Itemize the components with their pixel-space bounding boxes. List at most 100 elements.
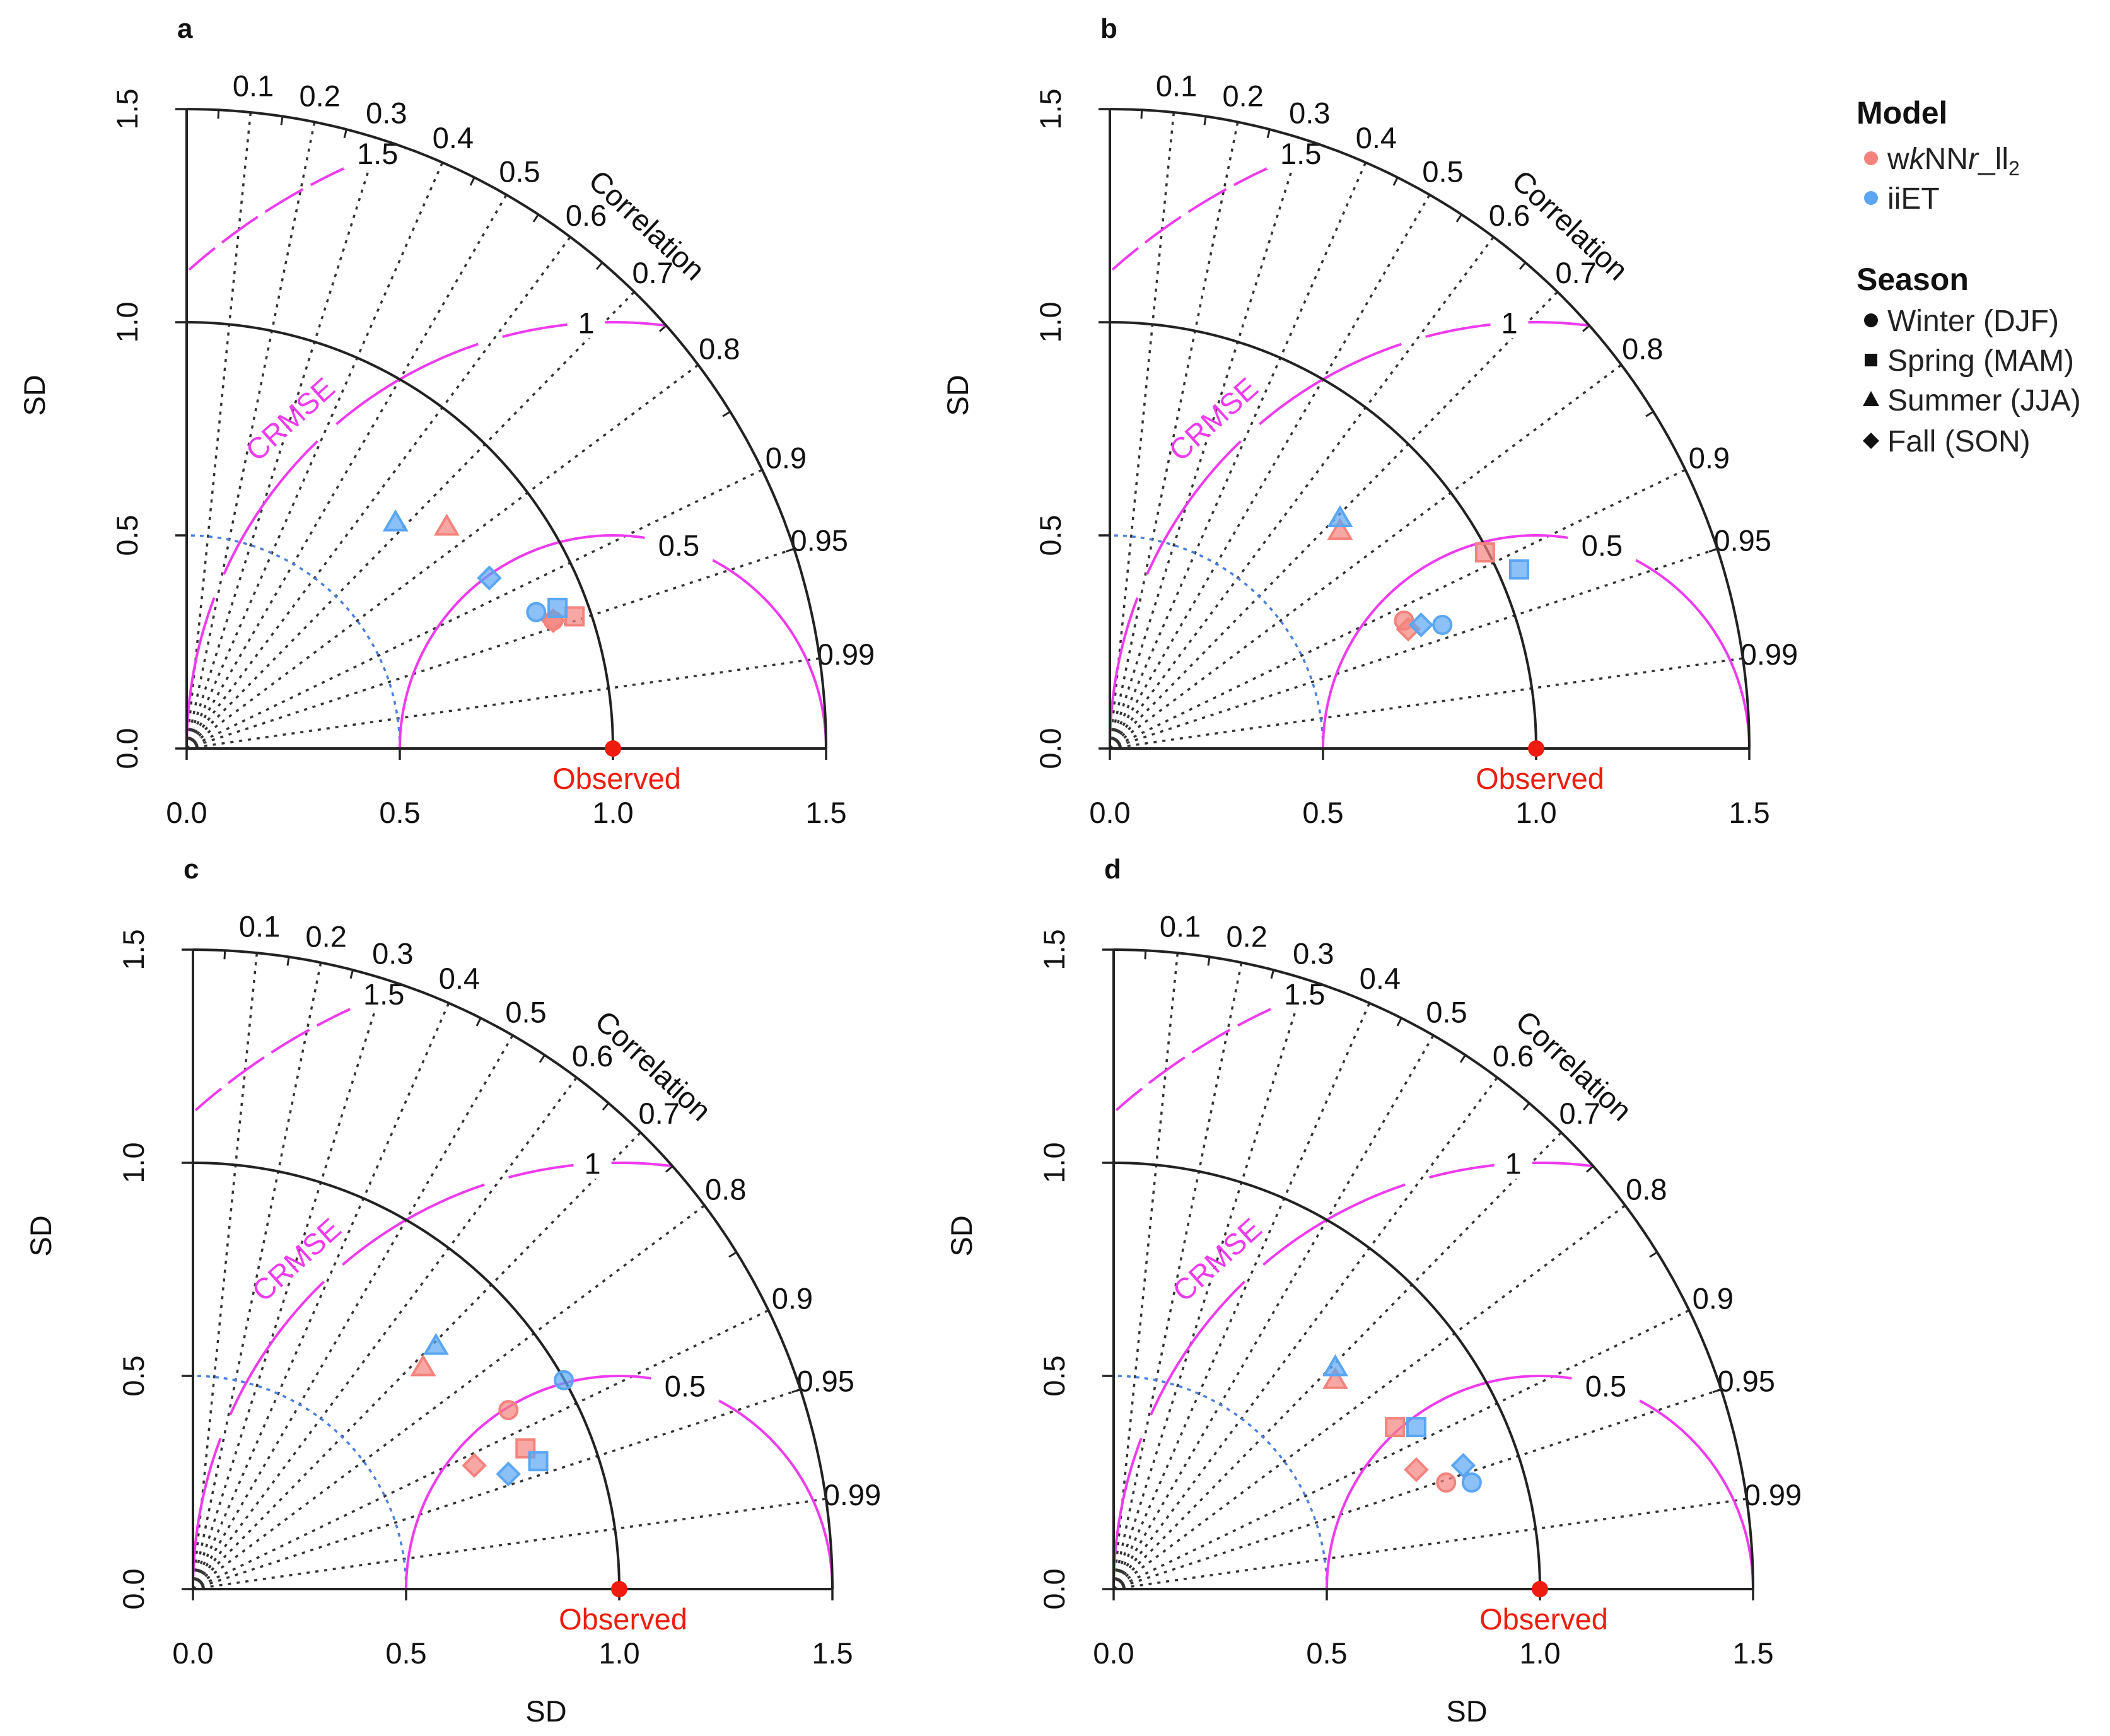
correlation-ray — [186, 547, 795, 750]
correlation-tick-label: 0.99 — [824, 1478, 881, 1512]
correlation-minor-tick — [532, 214, 539, 223]
y-tick-label: 1.5 — [110, 88, 144, 129]
crmse-contour-label: 0.5 — [1582, 529, 1623, 562]
correlation-minor-tick — [602, 1102, 610, 1111]
crmse-contour — [1112, 1162, 1592, 1589]
correlation-minor-tick — [1522, 1102, 1530, 1111]
x-tick-label: 1.0 — [598, 1636, 639, 1670]
correlation-ray — [185, 364, 699, 750]
data-point-diamond — [477, 565, 502, 591]
correlation-minor-tick — [1649, 1251, 1658, 1258]
legend-swatch-wknn — [1864, 151, 1878, 165]
correlation-minor-tick — [1708, 547, 1718, 553]
correlation-ray — [1109, 469, 1686, 750]
correlation-tick-label: 0.4 — [439, 962, 480, 995]
x-axis-title: SD — [1446, 1694, 1487, 1728]
correlation-ray — [1109, 161, 1367, 749]
correlation-ray — [192, 1076, 578, 1590]
crmse-contour-label: 1 — [578, 306, 594, 339]
observed-point — [1528, 740, 1544, 757]
correlation-tick-label: 0.4 — [1360, 962, 1401, 995]
triangle-marker-icon — [1863, 391, 1879, 406]
x-tick-label: 1.0 — [1519, 1636, 1560, 1670]
correlation-ray — [192, 1034, 514, 1590]
correlation-tick-label: 0.2 — [306, 919, 347, 953]
crmse-contour — [1322, 534, 1751, 749]
correlation-tick-label: 0.8 — [699, 332, 740, 365]
correlation-ray — [1112, 952, 1179, 1590]
correlation-ray — [1113, 1309, 1690, 1590]
correlation-ray — [185, 291, 636, 750]
crmse-contour-label: 1 — [1505, 1146, 1521, 1180]
correlation-ray — [192, 1388, 801, 1590]
crmse-contour-label: 1 — [584, 1146, 600, 1180]
x-tick-label: 1.5 — [1728, 796, 1769, 829]
outer-arc — [1113, 948, 1754, 1590]
y-tick-label: 1.5 — [1034, 88, 1067, 129]
data-point-circle — [526, 602, 547, 622]
correlation-minor-tick — [665, 1165, 673, 1173]
panel-label: a — [177, 13, 193, 44]
observed-point — [605, 740, 621, 757]
correlation-tick-label: 0.5 — [1426, 995, 1467, 1028]
correlation-ray — [192, 1498, 827, 1590]
correlation-minor-tick — [286, 957, 290, 966]
correlation-tick-label: 0.6 — [1493, 1039, 1534, 1073]
correlation-tick-label: 0.3 — [366, 96, 407, 130]
correlation-tick-label: 0.95 — [1717, 1364, 1775, 1397]
data-point-triangle — [1322, 1354, 1349, 1377]
crmse-label-background — [1270, 979, 1339, 1010]
x-tick-label: 0.0 — [1089, 796, 1130, 829]
correlation-tick-label: 0.1 — [1156, 69, 1197, 102]
data-point-square — [528, 1451, 549, 1472]
crmse-label-background — [349, 979, 418, 1010]
correlation-minor-tick — [728, 1251, 737, 1258]
legend: Model wkNNr_ll2 iiET Season Winter (DJF)… — [1856, 95, 2081, 458]
correlation-tick-label: 0.7 — [1556, 256, 1597, 289]
crmse-contour — [1326, 1375, 1754, 1589]
correlation-tick-label: 0.8 — [1622, 332, 1663, 365]
data-point-triangle — [423, 1332, 449, 1355]
y-tick-label: 0.0 — [1034, 728, 1067, 769]
correlation-minor-tick — [1392, 177, 1399, 186]
x-tick-label: 0.5 — [385, 1636, 426, 1670]
y-tick-label: 1.0 — [1034, 301, 1067, 342]
unit-sd-arc — [192, 1162, 621, 1590]
correlation-minor-tick — [280, 116, 284, 125]
taylor-panel-b: b 0.1 0.2 0.3 0.4 0.5 0.6 0.7 0.8 0.9 0.95 0.99 0.5 1… — [941, 13, 1798, 829]
data-point-square — [1406, 1417, 1426, 1438]
crmse-label-background — [573, 1148, 612, 1179]
correlation-minor-tick — [1518, 262, 1527, 271]
crmse-contour-label: 0.5 — [1585, 1370, 1626, 1403]
correlation-minor-tick — [785, 547, 795, 553]
correlation-ray — [1112, 1002, 1371, 1590]
crmse-contour — [1109, 321, 1588, 749]
correlation-tick-label: 0.4 — [1356, 121, 1397, 154]
legend-item-spring: Spring (MAM) — [1865, 344, 2074, 378]
y-tick-label: 0.0 — [117, 1568, 150, 1609]
correlation-ray — [1109, 194, 1431, 749]
crmse-label-background — [651, 1371, 720, 1402]
outer-arc — [192, 948, 834, 1590]
data-point-diamond — [462, 1453, 487, 1478]
legend-season-title: Season — [1856, 262, 1969, 297]
x-tick-label: 0.5 — [1302, 796, 1343, 829]
legend-item-iiet: iiET — [1864, 182, 1940, 216]
crmse-contour-label: 0.5 — [658, 529, 699, 562]
correlation-tick-label: 0.6 — [566, 199, 607, 232]
correlation-tick-label: 0.95 — [1713, 523, 1771, 557]
legend-item-summer: Summer (JJA) — [1863, 384, 2081, 417]
x-tick-label: 1.5 — [805, 796, 846, 829]
sd-reference-arc — [186, 534, 401, 749]
correlation-tick-label: 0.2 — [1227, 919, 1268, 953]
correlation-minor-tick — [659, 325, 667, 332]
correlation-minor-tick — [791, 1388, 801, 1394]
data-point-triangle — [433, 513, 460, 536]
data-point-triangle — [1322, 1366, 1349, 1389]
correlation-minor-tick — [475, 1017, 482, 1027]
x-tick-label: 0.0 — [172, 1636, 213, 1670]
correlation-minor-tick — [343, 129, 347, 139]
square-marker-icon — [1865, 354, 1877, 366]
correlation-ray — [1109, 657, 1744, 750]
observed-label: Observed — [1479, 1602, 1608, 1636]
